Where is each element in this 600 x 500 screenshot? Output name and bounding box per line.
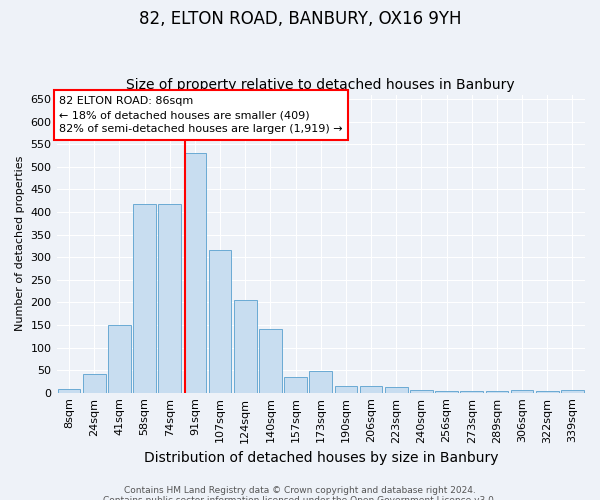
Text: 82, ELTON ROAD, BANBURY, OX16 9YH: 82, ELTON ROAD, BANBURY, OX16 9YH: [139, 10, 461, 28]
Bar: [83, 374, 106, 392]
Bar: [108, 325, 131, 392]
Bar: [435, 391, 458, 392]
Text: Contains public sector information licensed under the Open Government Licence v3: Contains public sector information licen…: [103, 496, 497, 500]
Bar: [310, 371, 332, 392]
Bar: [133, 204, 156, 392]
Y-axis label: Number of detached properties: Number of detached properties: [15, 156, 25, 332]
Bar: [184, 154, 206, 392]
Bar: [284, 377, 307, 392]
Text: Contains HM Land Registry data © Crown copyright and database right 2024.: Contains HM Land Registry data © Crown c…: [124, 486, 476, 495]
Bar: [158, 204, 181, 392]
Bar: [561, 390, 584, 392]
Bar: [410, 390, 433, 392]
Bar: [511, 390, 533, 392]
Bar: [209, 250, 232, 392]
Bar: [58, 389, 80, 392]
Bar: [234, 300, 257, 392]
Bar: [360, 386, 382, 392]
Text: 82 ELTON ROAD: 86sqm
← 18% of detached houses are smaller (409)
82% of semi-deta: 82 ELTON ROAD: 86sqm ← 18% of detached h…: [59, 96, 343, 134]
X-axis label: Distribution of detached houses by size in Banbury: Distribution of detached houses by size …: [143, 451, 498, 465]
Bar: [335, 386, 357, 392]
Bar: [385, 388, 407, 392]
Bar: [259, 330, 282, 392]
Title: Size of property relative to detached houses in Banbury: Size of property relative to detached ho…: [127, 78, 515, 92]
